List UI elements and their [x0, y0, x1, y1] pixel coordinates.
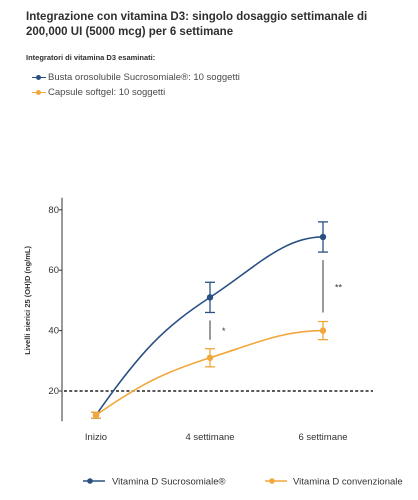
chart-title: Integrazione con vitamina D3: singolo do… [26, 11, 368, 38]
data-point [92, 411, 100, 419]
y-tick-label: 60 [48, 265, 59, 276]
softgel-marker-icon [32, 89, 46, 97]
x-tick-label: 4 settimane [185, 432, 234, 443]
supplement-label-softgel: Capsule softgel: 10 soggetti [48, 87, 166, 98]
y-axis-title: Livelli sierici 25 (OH)D (ng/mL) [23, 246, 32, 355]
data-point [206, 294, 214, 301]
data-point [319, 327, 327, 334]
y-tick-label: 20 [48, 386, 59, 397]
legend-marker-1 [269, 478, 275, 484]
y-tick-label: 80 [48, 205, 59, 216]
supplement-item-softgel: Capsule softgel: 10 soggetti [32, 85, 240, 100]
sucrosomial-marker-icon [32, 74, 46, 82]
supplement-label-sucrosomial: Busta orosolubile Sucrosomiale®: 10 sogg… [48, 72, 240, 83]
legend-marker-0 [87, 478, 93, 484]
data-point [319, 233, 327, 241]
x-tick-label: 6 settimane [298, 432, 347, 443]
supplement-item-sucrosomial: Busta orosolubile Sucrosomiale®: 10 sogg… [32, 70, 240, 85]
y-tick-label: 40 [48, 326, 59, 337]
supplements-list: Busta orosolubile Sucrosomiale®: 10 sogg… [32, 70, 240, 100]
legend-label-0: Vitamina D Sucrosomiale® [112, 477, 225, 488]
significance-label: ** [335, 282, 343, 292]
legend-label-1: Vitamina D convenzionale [293, 477, 403, 488]
significance-label: * [222, 326, 226, 336]
series-line-1 [95, 329, 324, 416]
data-point [206, 354, 214, 361]
supplements-subtitle: Integratori di vitamina D3 esaminati: [26, 53, 156, 62]
x-tick-label: Inizio [85, 432, 107, 443]
